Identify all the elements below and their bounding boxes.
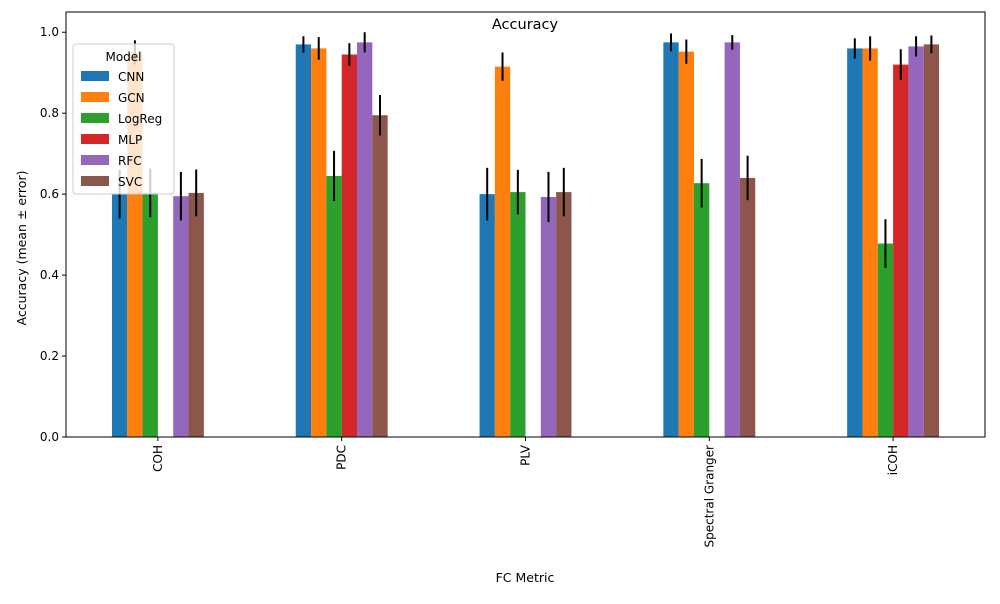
bar [693,183,710,437]
error-bars-layer [118,32,933,268]
bar [372,115,388,437]
bar [173,196,189,437]
bar [908,46,924,438]
bar [510,192,526,437]
legend-entry: CNN [118,70,144,84]
bar [479,194,495,437]
y-tick-label: 1.0 [40,25,59,39]
x-tick-label: PLV [519,444,533,466]
x-tick-label: PDC [335,445,349,470]
legend-swatch [81,92,109,102]
x-axis: COH PDC PLV Spectral Granger iCOH [151,437,900,547]
bar [847,48,863,438]
bars-layer [111,42,940,438]
y-tick-label: 0.4 [40,268,59,282]
legend-entry: SVC [118,175,142,189]
y-axis-label: Accuracy (mean ± error) [14,171,29,326]
x-axis-label: FC Metric [496,570,555,585]
legend-swatch [81,134,109,144]
y-tick-label: 0.0 [40,430,59,444]
bar [111,194,128,437]
bar [893,64,909,437]
y-tick-label: 0.8 [40,106,59,120]
x-tick-label: Spectral Granger [702,445,716,548]
legend-entry: LogReg [118,112,162,126]
bar [877,243,894,437]
bar [862,48,878,438]
bar [663,42,679,437]
bar [295,44,312,437]
bar [326,175,342,437]
bar [540,196,557,437]
x-tick-label: iCOH [886,445,900,475]
legend: Model CNN GCN LogReg MLP RFC SVC [72,43,175,195]
bar [311,48,327,438]
x-tick-label: COH [151,445,165,472]
bar [357,42,373,437]
legend-entry: RFC [118,154,142,168]
bar [341,54,358,437]
bar [739,177,756,437]
y-tick-label: 0.6 [40,187,59,201]
legend-swatch [81,71,109,81]
bar [556,192,572,437]
legend-swatch [81,113,109,123]
chart-title: Accuracy [492,17,559,33]
y-axis: 0.0 0.2 0.4 0.6 0.8 1.0 [40,25,66,444]
y-tick-label: 0.2 [40,349,59,363]
legend-title: Model [105,50,141,64]
bar [678,51,694,438]
legend-entry: GCN [118,91,145,105]
bar [142,192,158,437]
bar [724,42,740,437]
bar [494,66,511,438]
legend-entry: MLP [118,133,142,147]
bar [923,44,940,437]
bar [188,192,204,437]
legend-swatch [81,176,109,186]
legend-swatch [81,155,109,165]
